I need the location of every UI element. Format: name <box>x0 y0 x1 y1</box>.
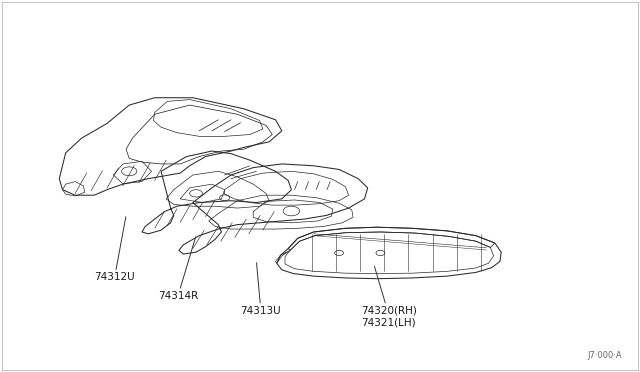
Text: 74314R: 74314R <box>158 237 198 301</box>
Text: 74313U: 74313U <box>241 263 281 315</box>
Text: 74320(RH)
74321(LH): 74320(RH) 74321(LH) <box>362 266 417 327</box>
Text: J7·000·A: J7·000·A <box>588 351 622 360</box>
Text: 74312U: 74312U <box>94 217 135 282</box>
